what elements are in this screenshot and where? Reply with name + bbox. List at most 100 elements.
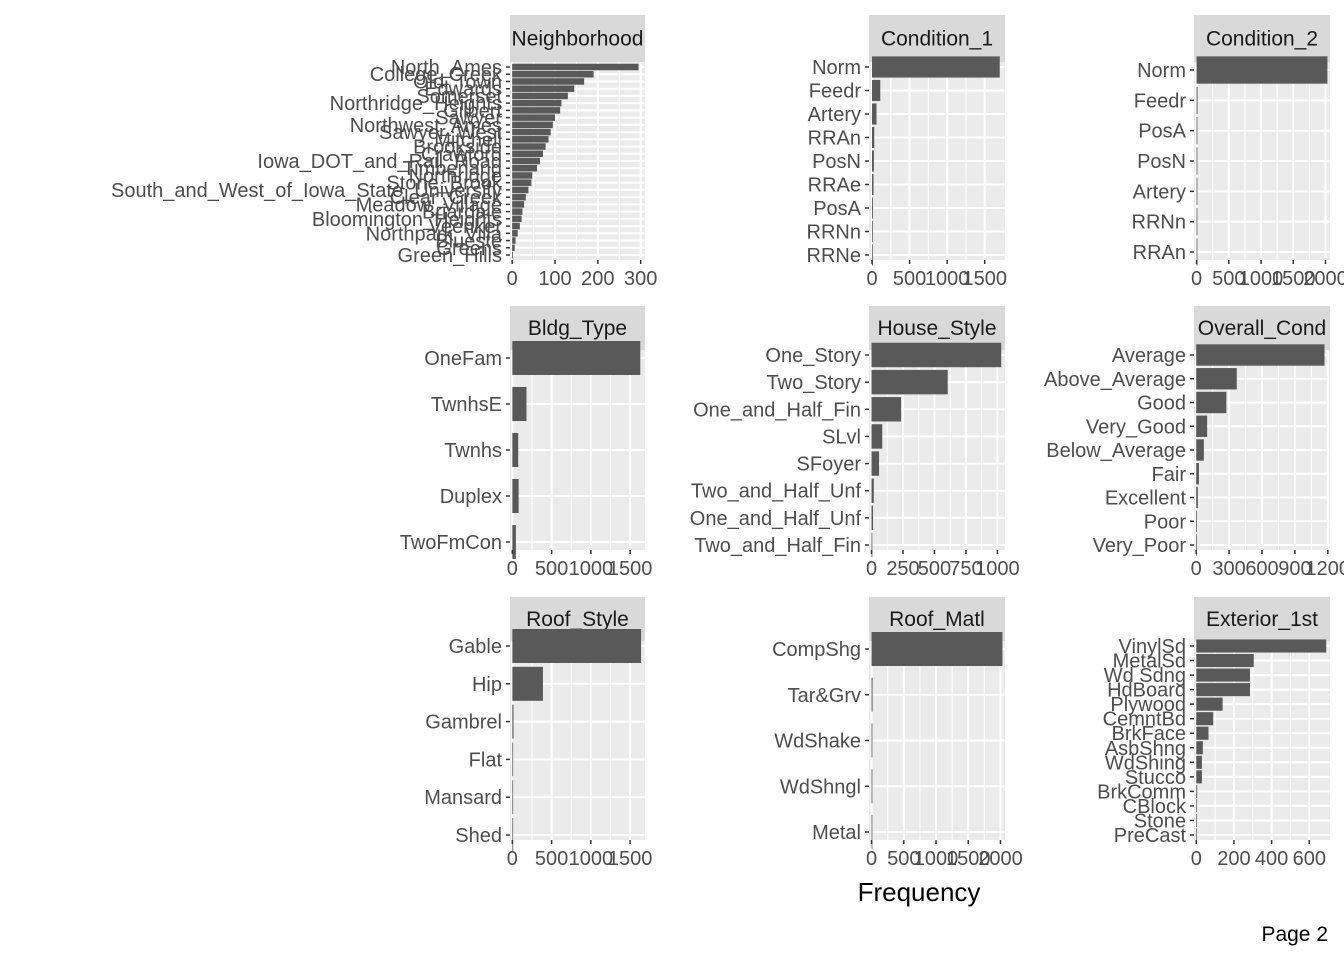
category-label: WdShngl xyxy=(780,776,861,798)
x-tick-label: 1000 xyxy=(925,268,970,290)
bar xyxy=(872,150,874,172)
facet-house-style: House_Style One_Story Two_Story One_and_Hal… xyxy=(690,306,1020,580)
bar xyxy=(512,222,520,230)
bar xyxy=(1196,653,1254,668)
bar xyxy=(512,230,518,237)
x-tick-label: 0 xyxy=(507,848,518,870)
category-label: RRNe xyxy=(807,245,861,267)
x-tick-label: 500 xyxy=(893,268,926,290)
category-label: Stone xyxy=(1134,810,1186,832)
bar xyxy=(872,220,873,243)
bar xyxy=(512,629,642,663)
bar xyxy=(512,818,514,852)
x-tick-label: 0 xyxy=(507,268,518,290)
category-label: OneFam xyxy=(424,348,502,370)
category-label: PosA xyxy=(813,198,861,220)
category-label: Very_Poor xyxy=(1093,535,1187,557)
facet-strip xyxy=(1194,597,1330,641)
x-tick-label: 1500 xyxy=(608,848,653,870)
x-tick-label: 900 xyxy=(1278,558,1311,580)
bar xyxy=(871,723,873,758)
category-label: Very_Good xyxy=(1086,416,1186,438)
facet-title: Exterior_1st xyxy=(1206,608,1318,631)
bar xyxy=(512,107,561,114)
facet-condition-1: Condition_1 NormFeedrArteryRRAnPosNRRAePo… xyxy=(807,15,1007,290)
category-label: Blueste xyxy=(435,231,502,253)
bar xyxy=(1196,368,1237,390)
x-tick-label: 600 xyxy=(1293,848,1326,870)
category-label: North_Ames xyxy=(391,57,502,79)
category-label: PosN xyxy=(812,151,861,173)
x-axis-title: Frequency xyxy=(858,877,981,907)
facet-title: Condition_1 xyxy=(881,28,993,51)
bar xyxy=(512,525,516,559)
bar xyxy=(1196,238,1198,266)
bar xyxy=(1196,510,1197,532)
x-tick-label: 500 xyxy=(887,848,920,870)
category-label: Twnhs xyxy=(444,440,502,462)
bar xyxy=(871,769,873,804)
category-label: RRAn xyxy=(1133,242,1186,264)
category-label: Brookside xyxy=(413,137,502,159)
bar xyxy=(871,369,948,395)
facet-strip xyxy=(510,15,645,62)
x-tick-label: 100 xyxy=(538,268,571,290)
bar xyxy=(1196,755,1202,769)
facet-title: Neighborhood xyxy=(512,28,644,51)
category-label: Veenker xyxy=(429,216,503,238)
category-label: Somerset xyxy=(416,86,502,108)
x-tick-label: 0 xyxy=(866,848,877,870)
category-label: Sawyer_West xyxy=(379,122,502,144)
category-label: SFoyer xyxy=(797,454,862,476)
bar xyxy=(512,251,513,259)
bar xyxy=(871,451,880,476)
bar xyxy=(512,78,585,85)
x-tick-label: 0 xyxy=(1191,848,1202,870)
category-label: Two_and_Half_Fin xyxy=(694,535,861,557)
x-tick-label: 300 xyxy=(624,268,657,290)
category-label: BrkFace xyxy=(1112,723,1186,745)
category-label: AsbShng xyxy=(1105,738,1186,760)
x-tick-label: 500 xyxy=(918,558,951,580)
bar xyxy=(1196,683,1250,697)
bar xyxy=(872,126,875,149)
x-tick-label: 0 xyxy=(1191,268,1202,290)
facet-overall-cond: Overall_CondAverageAbove_AverageGoodVery… xyxy=(1044,306,1344,580)
bar xyxy=(1196,534,1197,556)
bar xyxy=(1196,208,1198,236)
bar xyxy=(512,237,516,244)
category-label: Good xyxy=(1137,393,1186,415)
category-label: Norm xyxy=(812,57,861,79)
category-label: Timberland xyxy=(403,158,502,180)
bar xyxy=(512,201,525,208)
facet-title: Overall_Cond xyxy=(1198,317,1326,340)
bar xyxy=(1196,770,1202,784)
bar xyxy=(1196,668,1250,682)
category-label: Gable xyxy=(449,636,502,658)
facet-panels: Neighborhood North_AmesCollege_CreekOld_T… xyxy=(111,15,1344,870)
facet-title: Condition_2 xyxy=(1206,28,1318,51)
x-tick-label: 1000 xyxy=(914,848,959,870)
bar xyxy=(512,387,527,421)
bar xyxy=(512,179,532,186)
category-label: Duplex xyxy=(440,486,502,508)
bar xyxy=(871,632,1003,666)
facet-neighborhood: Neighborhood North_AmesCollege_CreekOld_T… xyxy=(111,15,657,290)
facet-strip xyxy=(869,306,1005,350)
bar xyxy=(872,244,873,266)
x-tick-label: 0 xyxy=(1191,558,1202,580)
category-label: TwnhsE xyxy=(431,394,502,416)
bar xyxy=(871,677,873,712)
category-label: Bloomington_Heights xyxy=(312,209,502,231)
x-tick-label: 2000 xyxy=(978,848,1023,870)
bar xyxy=(1196,344,1325,366)
bar xyxy=(1196,391,1227,414)
x-tick-label: 250 xyxy=(886,558,919,580)
x-tick-label: 1500 xyxy=(608,558,653,580)
category-label: RRNn xyxy=(1132,212,1186,234)
bar xyxy=(512,136,549,143)
bar xyxy=(512,121,553,129)
category-label: TwoFmCon xyxy=(400,532,502,554)
bar xyxy=(512,63,639,71)
